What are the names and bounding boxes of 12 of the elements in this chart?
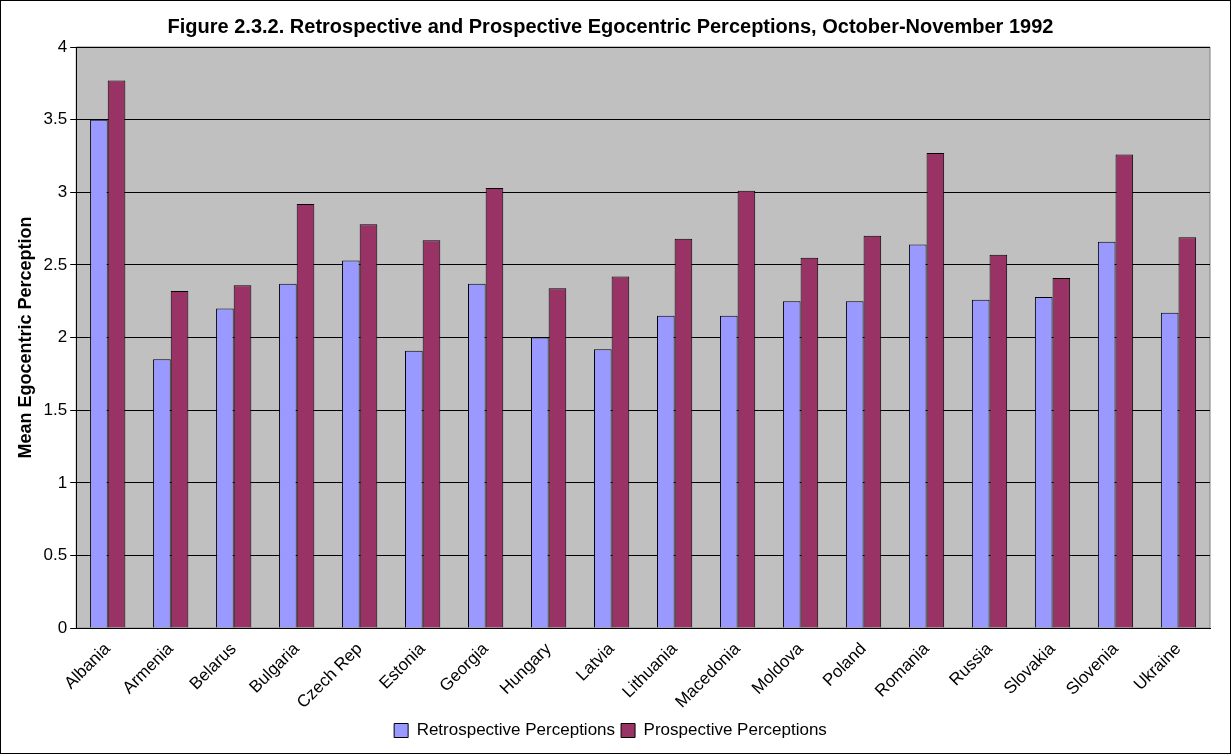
legend-label: Retrospective Perceptions <box>416 720 616 740</box>
y-tick-label: 0 <box>57 617 68 637</box>
y-tick-label: 4 <box>57 36 68 56</box>
y-axis-title: Mean Egocentric Perception <box>14 216 35 459</box>
y-tick-label: 1.5 <box>43 399 68 419</box>
y-tick-label: 3 <box>57 181 68 201</box>
y-tick-label: 2 <box>57 327 68 347</box>
y-tick-label: 2.5 <box>43 254 68 274</box>
y-tick-label: 1 <box>57 472 68 492</box>
y-tick-label: 3.5 <box>43 109 68 129</box>
y-tick-label: 0.5 <box>43 545 68 565</box>
chart-title: Figure 2.3.2. Retrospective and Prospective Egocentric Perceptions, October-November 1992 <box>167 14 1054 37</box>
